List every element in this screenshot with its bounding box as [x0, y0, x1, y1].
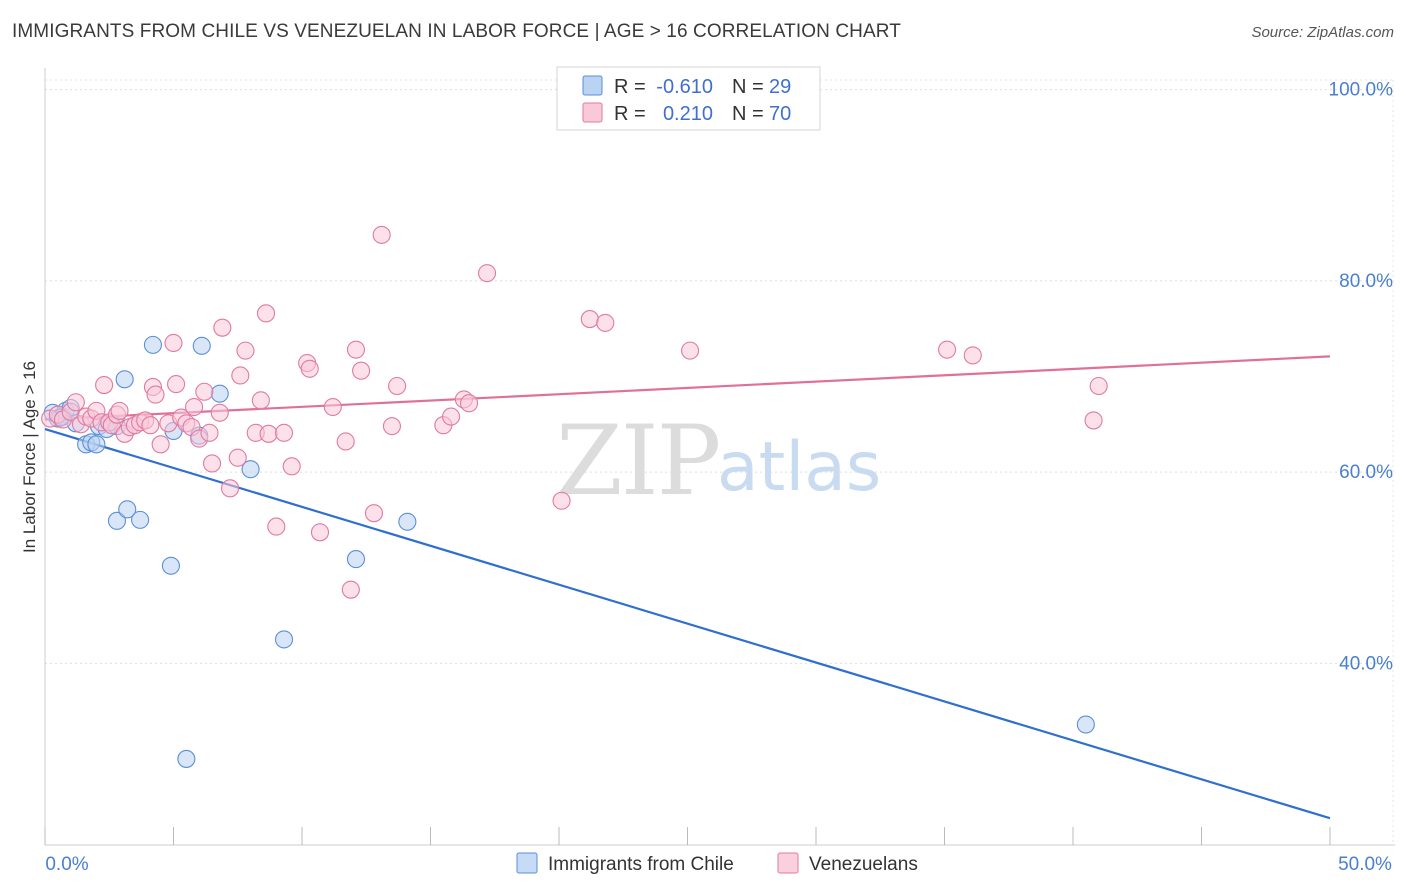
chile-point [398, 512, 417, 531]
venezuelan-point [259, 424, 278, 443]
venezuelan-point [580, 310, 599, 329]
venezuelan-point [146, 385, 165, 404]
legend-r-label: R = [614, 76, 646, 98]
venezuelan-point [372, 225, 391, 244]
venezuelan-point [151, 435, 170, 454]
venezuelan-point [323, 397, 342, 417]
chile-point [241, 460, 260, 479]
chart-source: Source: ZipAtlas.com [1251, 24, 1394, 41]
chile-point [210, 384, 229, 403]
y-tick-label: 100.0% [1329, 80, 1394, 101]
venezuelan-point [477, 264, 497, 283]
venezuelan-point [282, 457, 301, 476]
venezuelan-point [256, 304, 276, 323]
y-tick-label: 80.0% [1339, 271, 1393, 292]
chile-point [274, 630, 294, 649]
venezuelan-point [185, 397, 204, 417]
venezuelan-point [213, 318, 232, 337]
venezuelan-point [1089, 376, 1108, 396]
legend-n-value: 70 [769, 103, 791, 125]
y-axis-title: In Labor Force | Age > 16 [20, 361, 39, 553]
series-legend-swatch [777, 852, 799, 874]
venezuelan-point [228, 448, 247, 467]
venezuelan-point [300, 359, 319, 378]
venezuelan-point [352, 361, 371, 380]
legend-n-value: 29 [769, 76, 791, 98]
watermark-atlas: atlas [717, 428, 881, 507]
chile-point [143, 335, 162, 354]
venezuelan-point [164, 333, 183, 353]
venezuelan-point [963, 346, 982, 365]
venezuelan-point [388, 376, 407, 396]
venezuelan-point [203, 454, 222, 473]
venezuelan-point [167, 375, 186, 394]
venezuelan-point [336, 432, 355, 451]
watermark-zip: ZIP [556, 405, 719, 517]
venezuelan-point [210, 403, 229, 422]
chile-point [177, 749, 196, 768]
venezuelan-point [66, 393, 85, 412]
venezuelan-point [231, 366, 250, 385]
tick-labels: 40.0% 60.0% 80.0% 100.0% 0.0% 50.0% [45, 80, 1393, 875]
chile-point [192, 336, 211, 355]
legend-swatch [582, 102, 603, 123]
series-legend: Immigrants from Chile Venezuelans [516, 852, 918, 875]
venezuelan-point [274, 423, 294, 442]
venezuelan-point [1084, 411, 1103, 430]
chart-title: IMMIGRANTS FROM CHILE VS VENEZUELAN IN L… [12, 21, 901, 42]
venezuelan-point [382, 417, 402, 436]
venezuelan-point [95, 375, 114, 395]
legend-r-value: -0.610 [656, 76, 713, 98]
venezuelan-point [364, 504, 384, 523]
venezuelan-point [552, 491, 571, 510]
venezuelan-point [442, 407, 461, 426]
venezuelan-point [110, 401, 129, 420]
data-points [41, 225, 1108, 768]
watermark: ZIP atlas [556, 405, 881, 517]
venezuelan-point [459, 394, 479, 413]
chile-point [87, 435, 106, 454]
legend-r-value: 0.210 [663, 103, 713, 125]
venezuelan-point [236, 341, 255, 360]
chile-point [115, 370, 134, 389]
venezuelan-point [267, 517, 286, 536]
venezuelan-point [596, 313, 615, 332]
chile-point [107, 511, 127, 530]
venezuelan-point [141, 416, 160, 435]
legend-r-label: R = [614, 103, 646, 125]
venezuelan-point [310, 523, 330, 542]
legend-n-label: N = [732, 76, 764, 98]
y-tick-label: 40.0% [1339, 653, 1393, 674]
chile-point [161, 556, 180, 575]
series-legend-label: Immigrants from Chile [548, 854, 734, 875]
venezuelan-point [200, 423, 219, 442]
x-tick-label: 0.0% [45, 854, 88, 875]
correlation-legend: R = -0.610 N = 29 R = 0.210 N = 70 [556, 66, 821, 131]
venezuelan-point [251, 391, 270, 410]
series-legend-swatch [516, 852, 538, 874]
chile-point [1076, 715, 1095, 734]
chile-point [118, 500, 137, 519]
venezuelan-point [220, 479, 240, 498]
chile-point [346, 550, 366, 569]
axes [44, 68, 1395, 846]
chile-trend-line [44, 427, 1331, 820]
y-tick-label: 60.0% [1339, 462, 1393, 483]
chile-point [131, 510, 150, 529]
venezuelan-point [681, 341, 700, 360]
venezuelan-point [195, 382, 214, 401]
series-legend-label: Venezuelans [809, 854, 918, 875]
legend-n-label: N = [732, 103, 764, 125]
legend-swatch [582, 75, 603, 96]
venezuelan-point [346, 340, 366, 359]
x-tick-label: 50.0% [1338, 854, 1392, 875]
venezuelan-point [938, 340, 957, 359]
venezuelan-point [341, 580, 360, 599]
